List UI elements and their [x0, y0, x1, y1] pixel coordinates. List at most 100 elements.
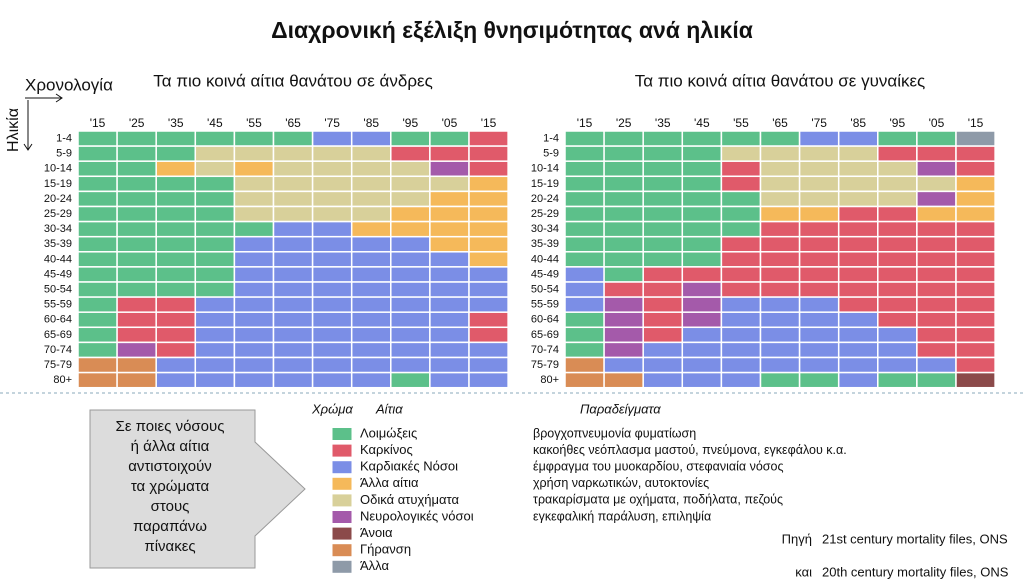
cell — [955, 341, 996, 359]
cell — [798, 205, 840, 223]
cell — [603, 145, 644, 162]
age-label: 55-59 — [531, 299, 559, 311]
cell — [681, 160, 723, 178]
cell — [564, 341, 605, 359]
cell — [311, 371, 353, 389]
cell — [116, 190, 157, 208]
cell — [681, 266, 723, 283]
legend-swatch — [331, 493, 353, 508]
cell — [603, 235, 644, 253]
cell — [77, 175, 118, 193]
cell — [681, 190, 723, 208]
cell — [642, 266, 684, 283]
cell — [798, 235, 840, 253]
cell — [233, 190, 275, 208]
cell — [798, 356, 840, 374]
cell — [877, 341, 918, 359]
cell — [955, 281, 996, 298]
cell — [155, 296, 197, 313]
cell — [564, 371, 605, 389]
cell — [272, 160, 314, 178]
year-label: '95 — [890, 116, 906, 130]
cell — [468, 205, 509, 223]
legend-example: τρακαρίσματα με οχήματα, ποδήλατα, πεζού… — [533, 493, 783, 507]
cell — [837, 296, 879, 313]
cell — [272, 356, 314, 374]
year-label: '25 — [129, 116, 145, 130]
cell — [233, 160, 275, 178]
cell — [759, 251, 801, 268]
x-label: Χρονολογία — [25, 75, 113, 94]
cell — [759, 190, 801, 208]
cell — [468, 311, 509, 329]
source-prefix: και — [795, 564, 812, 579]
cell — [720, 130, 762, 147]
cell — [720, 326, 762, 344]
cell — [233, 266, 275, 283]
cell — [798, 311, 840, 329]
cell — [116, 296, 157, 313]
cell — [642, 220, 684, 238]
cell — [77, 190, 118, 208]
cell — [681, 251, 723, 268]
cell — [233, 326, 275, 344]
cell — [116, 175, 157, 193]
year-label: '35 — [655, 116, 671, 130]
cell — [116, 266, 157, 283]
cell — [350, 266, 392, 283]
age-label: 50-54 — [44, 283, 72, 295]
cell — [916, 281, 957, 298]
cell — [77, 220, 118, 238]
cell — [272, 220, 314, 238]
cell — [564, 281, 605, 298]
cell — [955, 175, 996, 193]
cell — [720, 235, 762, 253]
cell — [272, 175, 314, 193]
cell — [720, 371, 762, 389]
cell — [311, 130, 353, 147]
cell — [642, 205, 684, 223]
cell — [155, 251, 197, 268]
cell — [837, 220, 879, 238]
cell — [720, 251, 762, 268]
cell — [468, 296, 509, 313]
cell — [603, 130, 644, 147]
cell — [720, 356, 762, 374]
cell — [468, 235, 509, 253]
cell — [720, 190, 762, 208]
cell — [390, 326, 431, 344]
age-label: 80+ — [540, 374, 559, 386]
cell — [311, 235, 353, 253]
cell — [429, 326, 470, 344]
cell — [603, 175, 644, 193]
cell — [429, 296, 470, 313]
cell — [272, 281, 314, 298]
cell — [877, 296, 918, 313]
age-label: 10-14 — [531, 163, 559, 175]
cell — [350, 356, 392, 374]
cell — [916, 266, 957, 283]
cell — [877, 190, 918, 208]
cell — [681, 235, 723, 253]
cell — [350, 220, 392, 238]
cell — [877, 160, 918, 178]
cell — [955, 145, 996, 162]
cell — [759, 296, 801, 313]
cell — [564, 205, 605, 223]
cell — [233, 296, 275, 313]
cell — [350, 205, 392, 223]
cell — [798, 326, 840, 344]
year-label: '15 — [968, 116, 984, 130]
cell — [311, 175, 353, 193]
cell — [194, 296, 236, 313]
cell — [877, 326, 918, 344]
cell — [877, 145, 918, 162]
cell — [194, 326, 236, 344]
cell — [272, 205, 314, 223]
legend-example: έμφραγμα του μυοκαρδίου, στεφανιαία νόσο… — [533, 459, 783, 473]
cell — [955, 371, 996, 389]
legend-swatch — [331, 559, 353, 574]
cell — [194, 356, 236, 374]
cell — [350, 160, 392, 178]
cell — [603, 220, 644, 238]
